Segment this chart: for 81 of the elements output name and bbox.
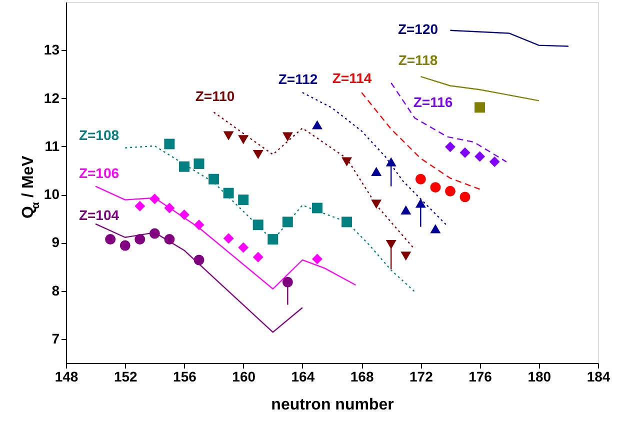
x-tick-label: 160 — [232, 368, 256, 384]
point — [268, 234, 278, 245]
point — [371, 200, 382, 209]
line-series — [450, 30, 570, 47]
y-tick-label: 11 — [44, 138, 60, 154]
point — [120, 240, 130, 251]
point — [164, 234, 175, 245]
point — [149, 194, 160, 204]
y-tick-label: 8 — [52, 282, 60, 298]
point — [252, 150, 264, 160]
point — [238, 135, 249, 144]
point — [430, 224, 441, 234]
x-tick-label: 168 — [350, 368, 374, 384]
point — [252, 252, 264, 262]
point — [282, 132, 293, 142]
line-series — [94, 223, 304, 333]
x-tick-label: 152 — [114, 368, 138, 384]
series-label: Z=106 — [78, 165, 120, 181]
point — [342, 157, 352, 166]
point — [312, 202, 322, 214]
x-tick-label: 180 — [528, 368, 552, 384]
point — [371, 166, 382, 176]
point — [223, 131, 234, 140]
point — [460, 192, 470, 202]
point — [312, 120, 322, 130]
point — [400, 205, 412, 214]
x-axis-title: neutron number — [271, 396, 394, 414]
point — [178, 161, 190, 172]
point — [386, 157, 396, 166]
point — [460, 147, 470, 158]
x-tick-label: 164 — [291, 368, 315, 384]
point — [252, 220, 264, 230]
point — [223, 188, 234, 198]
series-label: Z=118 — [398, 52, 438, 68]
point — [178, 210, 190, 220]
y-tick-label: 10 — [44, 186, 60, 202]
y-tick-label: 13 — [44, 42, 60, 58]
point — [282, 216, 293, 228]
y-axis-title: Qα / MeV — [20, 155, 42, 218]
series-label: Z=114 — [332, 70, 372, 86]
point — [444, 186, 456, 196]
x-tick-label: 176 — [468, 368, 492, 384]
point — [430, 182, 441, 193]
x-tick-label: 172 — [409, 368, 434, 384]
point — [194, 220, 204, 230]
point — [134, 200, 146, 212]
series-label: Z=110 — [195, 88, 235, 104]
point — [164, 138, 175, 150]
point — [312, 254, 322, 264]
point — [238, 194, 249, 206]
point — [223, 233, 234, 244]
point — [134, 234, 146, 245]
point — [400, 252, 412, 261]
x-tick-label: 184 — [586, 368, 610, 384]
x-tick-label: 156 — [173, 368, 197, 384]
point — [342, 216, 352, 228]
line-series — [213, 112, 416, 250]
point — [489, 156, 500, 168]
point — [474, 151, 486, 162]
point — [386, 240, 396, 250]
point — [149, 228, 160, 239]
point — [238, 242, 249, 253]
point — [105, 234, 116, 245]
series-label: Z=104 — [78, 207, 120, 223]
y-tick-label: 9 — [52, 234, 60, 250]
x-tick-label: 148 — [54, 368, 78, 384]
line-series — [124, 145, 416, 292]
y-tick-label: 12 — [44, 90, 60, 106]
series-label: Z=116 — [413, 94, 453, 110]
y-tick-label: 7 — [52, 330, 60, 346]
point — [194, 158, 204, 169]
series-label: Z=108 — [78, 127, 120, 143]
point — [208, 174, 220, 184]
series-label: Z=120 — [398, 21, 438, 37]
line-series — [360, 92, 480, 190]
point — [194, 254, 204, 266]
point — [164, 202, 175, 214]
point — [444, 142, 456, 152]
point — [415, 174, 426, 184]
point — [474, 102, 486, 113]
series-label: Z=112 — [278, 71, 318, 87]
